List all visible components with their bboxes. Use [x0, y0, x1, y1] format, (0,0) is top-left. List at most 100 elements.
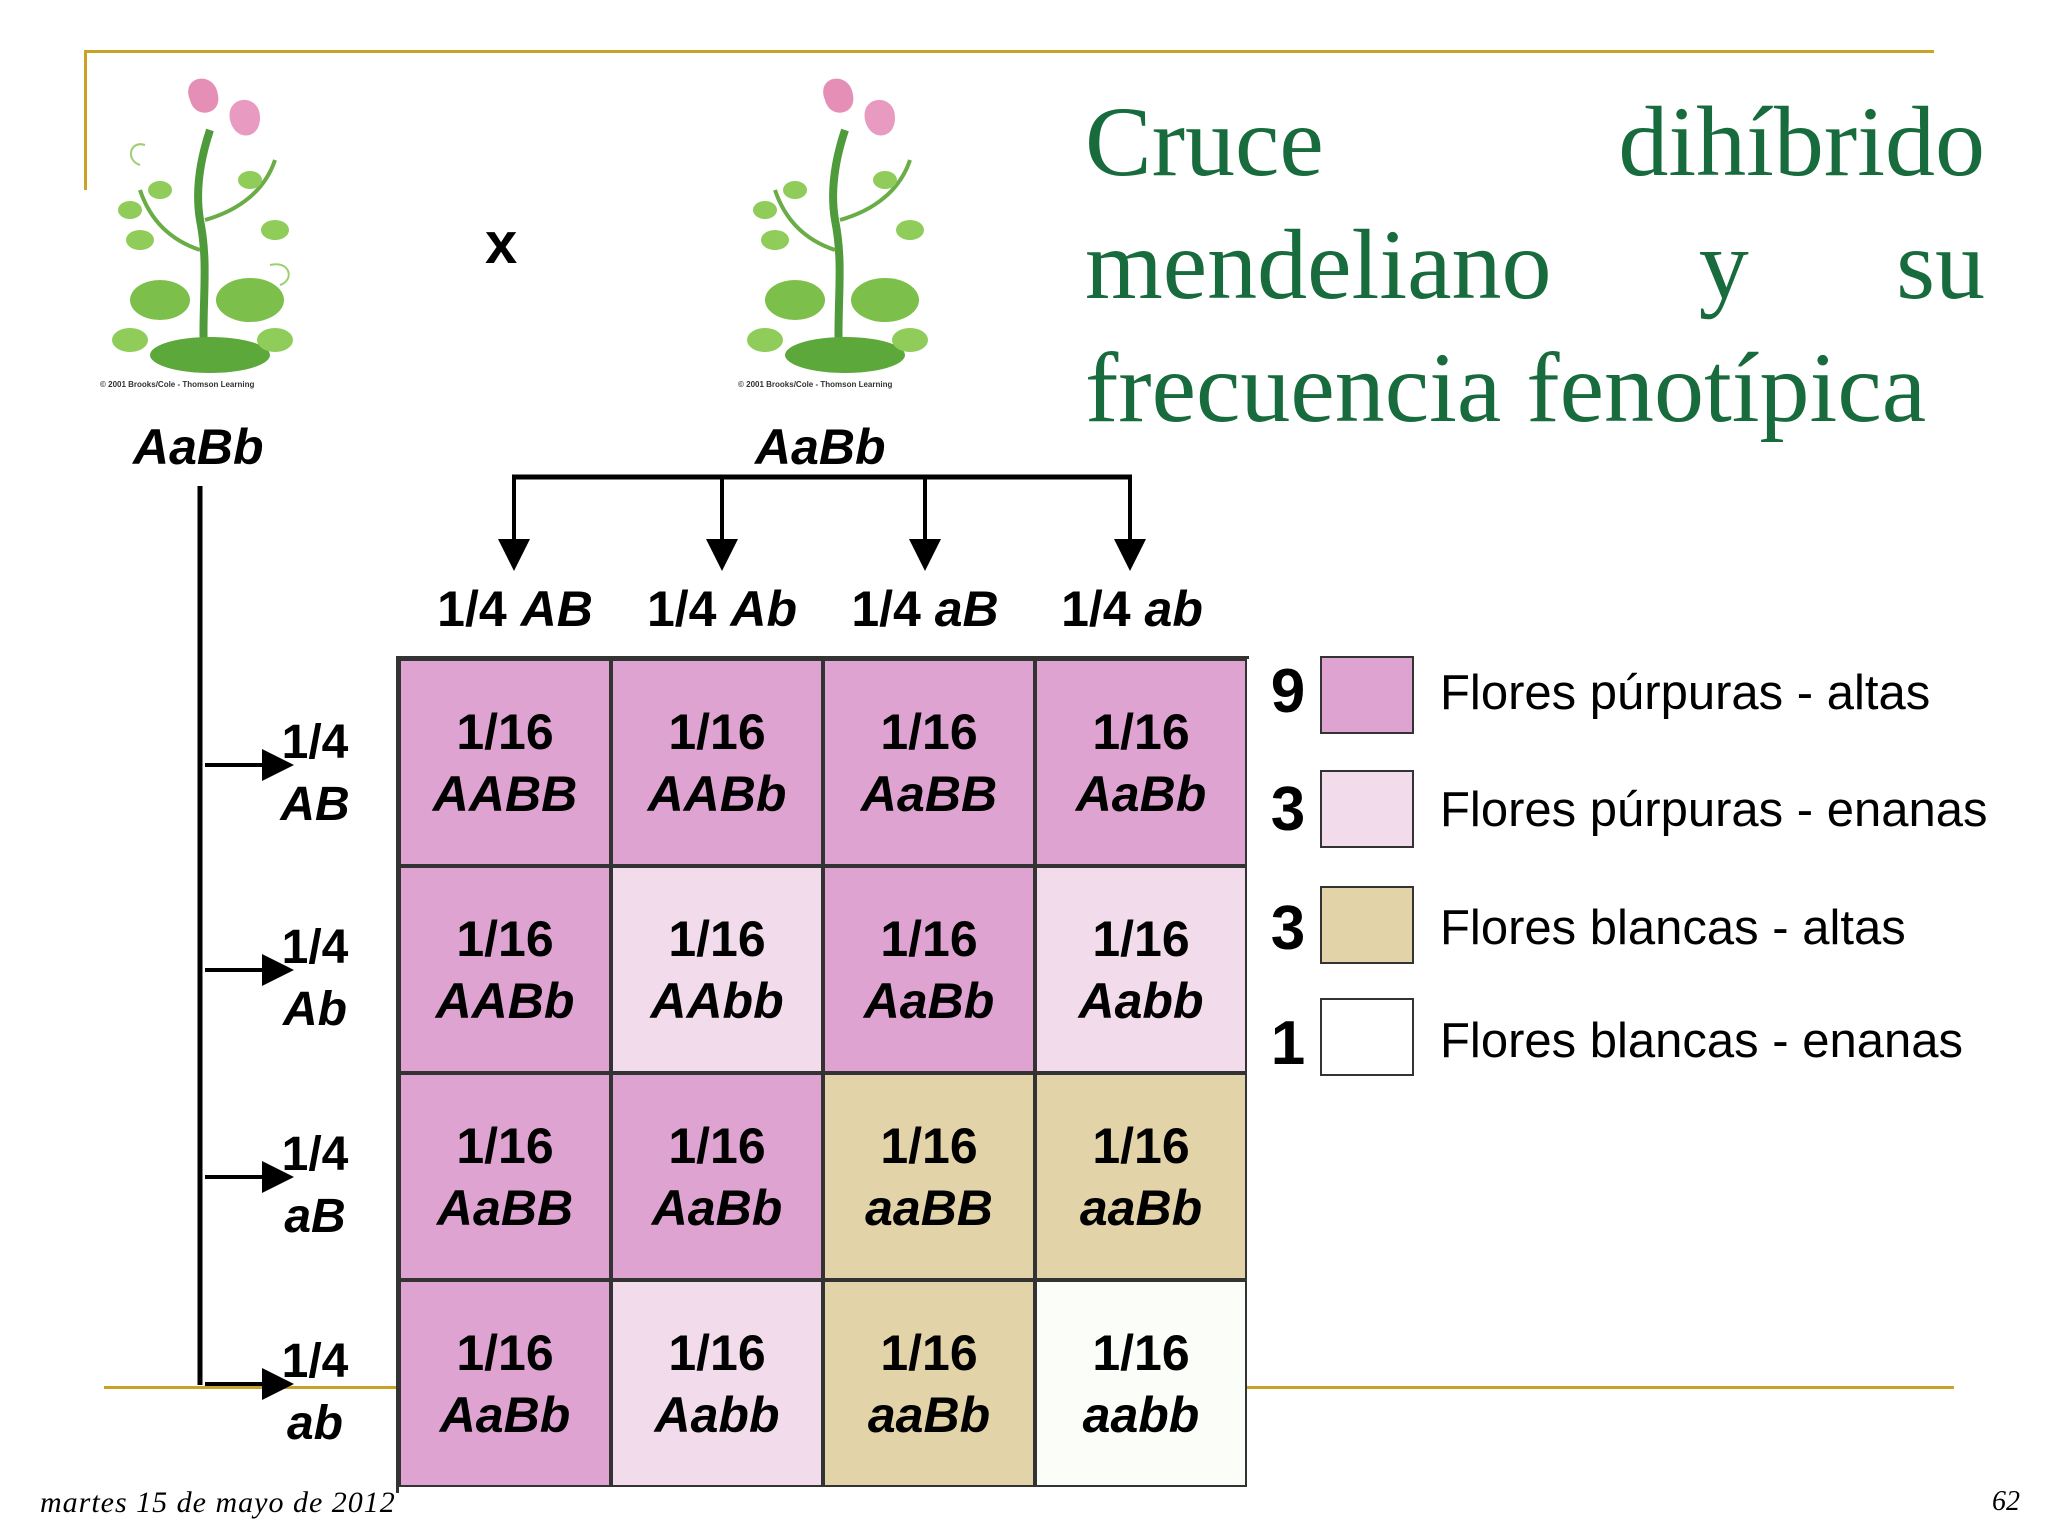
cell-genotype: AABb — [435, 972, 575, 1029]
row-gamete-freq: 1/4 — [281, 1335, 349, 1388]
legend-count: 3 — [1270, 894, 1306, 963]
gamete-header: 1/4 aB — [820, 580, 1030, 638]
punnett-cell: 1/16 aaBb — [1035, 1073, 1247, 1280]
cell-frequency: 1/16 — [1092, 1117, 1190, 1174]
page-number: 62 — [1992, 1486, 2020, 1517]
legend-label: Flores púrpuras - enanas — [1440, 783, 1988, 837]
legend-swatch-purple-dwarf — [1320, 770, 1414, 848]
cell-frequency: 1/16 — [668, 703, 766, 760]
parent-genotype-right: AaBb — [755, 419, 886, 475]
row-gamete-allele: AB — [280, 778, 350, 831]
image-credit-right: © 2001 Brooks/Cole - Thomson Learning — [738, 380, 893, 389]
title-word: frecuencia fenotípica — [1085, 332, 1927, 443]
row-gamete-freq: 1/4 — [281, 1128, 349, 1181]
legend-label: Flores blancas - altas — [1440, 901, 1906, 955]
cell-genotype: AaBB — [436, 1179, 574, 1236]
row-gamete-label: 1/4 aB — [270, 1124, 360, 1248]
cell-frequency: 1/16 — [668, 1117, 766, 1174]
legend-label: Flores púrpuras - altas — [1440, 666, 1931, 720]
title-word: dihíbrido — [1618, 86, 1985, 197]
top-rule — [84, 50, 1934, 53]
row-gamete-label: 1/4 ab — [270, 1331, 360, 1455]
cell-genotype: AaBb — [439, 1386, 571, 1443]
punnett-cell: 1/16 aaBb — [823, 1280, 1035, 1487]
punnett-cell: 1/16 AaBB — [399, 1073, 611, 1280]
cell-frequency: 1/16 — [880, 1324, 978, 1381]
legend-swatch-white-tall — [1320, 886, 1414, 964]
left-rule — [84, 50, 87, 190]
cell-genotype: Aabb — [654, 1386, 780, 1443]
cell-genotype: AaBb — [1075, 765, 1207, 822]
row-gamete-freq: 1/4 — [281, 921, 349, 974]
title-line-2: mendeliano y su — [1085, 215, 1985, 315]
punnett-cell: 1/16 aabb — [1035, 1280, 1247, 1487]
punnett-cell: 1/16 Aabb — [611, 1280, 823, 1487]
cell-frequency: 1/16 — [456, 1117, 554, 1174]
cell-genotype: aaBb — [1079, 1179, 1203, 1236]
row-gamete-allele: ab — [286, 1397, 343, 1450]
pea-plant-right-image — [747, 78, 928, 373]
cell-frequency: 1/16 — [668, 910, 766, 967]
punnett-cell: 1/16 Aabb — [1035, 866, 1247, 1073]
punnett-cell: 1/16 AaBb — [823, 866, 1035, 1073]
cell-frequency: 1/16 — [1092, 1324, 1190, 1381]
parent-genotype-left: AaBb — [133, 419, 264, 475]
punnett-cell: 1/16 aaBB — [823, 1073, 1035, 1280]
cell-frequency: 1/16 — [880, 703, 978, 760]
gamete-header: 1/4 ab — [1027, 580, 1237, 638]
title-word: y — [1698, 209, 1749, 320]
cell-frequency: 1/16 — [668, 1324, 766, 1381]
cell-genotype: aaBB — [865, 1179, 993, 1236]
cell-frequency: 1/16 — [1092, 910, 1190, 967]
punnett-cell: 1/16 AaBB — [823, 659, 1035, 866]
gamete-header: 1/4 AB — [410, 580, 620, 638]
gamete-allele: AB — [520, 581, 593, 637]
gamete-freq: 1/4 — [646, 581, 717, 637]
title-word: Cruce — [1085, 86, 1324, 197]
cell-frequency: 1/16 — [456, 910, 554, 967]
cell-frequency: 1/16 — [456, 1324, 554, 1381]
cell-genotype: Aabb — [1078, 972, 1204, 1029]
punnett-cell: 1/16 AABB — [399, 659, 611, 866]
gamete-allele: aB — [934, 581, 999, 637]
cell-frequency: 1/16 — [880, 1117, 978, 1174]
footer-date: martes 15 de mayo de 2012 — [40, 1486, 396, 1519]
title-line-1: Cruce dihíbrido — [1085, 92, 1985, 192]
legend-swatch-white-dwarf — [1320, 998, 1414, 1076]
title-word: su — [1896, 209, 1985, 320]
cell-genotype: AaBb — [863, 972, 995, 1029]
cell-genotype: AAbb — [650, 972, 784, 1029]
cell-genotype: aaBb — [867, 1386, 991, 1443]
cell-frequency: 1/16 — [1092, 703, 1190, 760]
cell-frequency: 1/16 — [456, 703, 554, 760]
punnett-cell: 1/16 AaBb — [611, 1073, 823, 1280]
cross-symbol: x — [485, 211, 518, 276]
legend-swatch-purple-tall — [1320, 656, 1414, 734]
pea-plant-left-image — [112, 78, 293, 373]
punnett-cell: 1/16 AABb — [399, 866, 611, 1073]
punnett-cell: 1/16 AaBb — [1035, 659, 1247, 866]
gamete-freq: 1/4 — [1061, 581, 1131, 637]
legend-label: Flores blancas - enanas — [1440, 1014, 1963, 1068]
legend-count: 9 — [1270, 657, 1306, 726]
punnett-cell: 1/16 AABb — [611, 659, 823, 866]
cell-genotype: aabb — [1082, 1386, 1200, 1443]
title-line-3: frecuencia fenotípica — [1085, 338, 1985, 438]
gamete-allele: ab — [1144, 581, 1203, 637]
title-word: mendeliano — [1085, 209, 1552, 320]
cell-frequency: 1/16 — [880, 910, 978, 967]
image-credit-left: © 2001 Brooks/Cole - Thomson Learning — [100, 380, 255, 389]
cell-genotype: AaBB — [860, 765, 998, 822]
cell-genotype: AaBb — [651, 1179, 783, 1236]
cell-genotype: AABB — [432, 765, 578, 822]
punnett-cell: 1/16 AAbb — [611, 866, 823, 1073]
row-gamete-label: 1/4 AB — [270, 712, 360, 836]
row-gamete-allele: aB — [284, 1190, 346, 1243]
punnett-cell: 1/16 AaBb — [399, 1280, 611, 1487]
gamete-freq: 1/4 — [851, 581, 921, 637]
row-gamete-label: 1/4 Ab — [270, 917, 360, 1041]
gamete-freq: 1/4 — [437, 581, 507, 637]
gamete-header: 1/4 Ab — [617, 580, 827, 638]
legend-count: 1 — [1270, 1009, 1306, 1078]
row-gamete-freq: 1/4 — [281, 716, 349, 769]
